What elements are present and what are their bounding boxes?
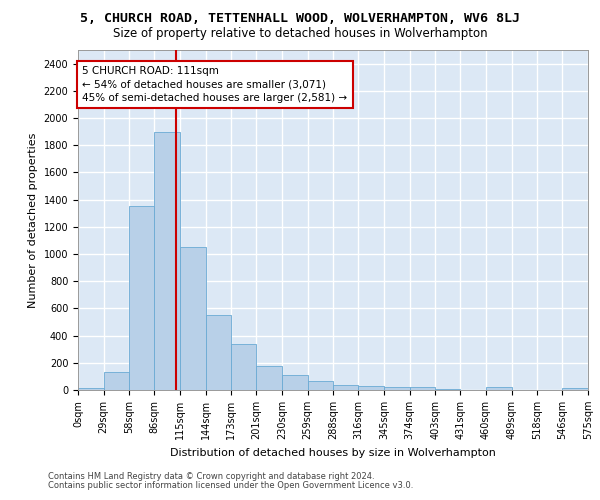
Bar [232,344,256,390]
Text: 5 CHURCH ROAD: 111sqm
← 54% of detached houses are smaller (3,071)
45% of semi-d: 5 CHURCH ROAD: 111sqm ← 54% of detached … [82,66,347,102]
Text: Contains public sector information licensed under the Open Government Licence v3: Contains public sector information licen… [48,481,413,490]
Bar [562,388,588,390]
Text: Contains HM Land Registry data © Crown copyright and database right 2024.: Contains HM Land Registry data © Crown c… [48,472,374,481]
Bar [256,366,282,390]
Bar [130,206,154,390]
Y-axis label: Number of detached properties: Number of detached properties [28,132,38,308]
Bar [384,386,410,390]
Bar [410,388,436,390]
X-axis label: Distribution of detached houses by size in Wolverhampton: Distribution of detached houses by size … [170,448,496,458]
Bar [486,386,512,390]
Bar [78,388,104,390]
Bar [154,132,180,390]
Bar [104,372,130,390]
Bar [180,247,206,390]
Text: 5, CHURCH ROAD, TETTENHALL WOOD, WOLVERHAMPTON, WV6 8LJ: 5, CHURCH ROAD, TETTENHALL WOOD, WOLVERH… [80,12,520,26]
Bar [334,384,358,390]
Bar [282,375,308,390]
Bar [358,386,384,390]
Text: Size of property relative to detached houses in Wolverhampton: Size of property relative to detached ho… [113,28,487,40]
Bar [308,381,334,390]
Bar [206,315,232,390]
